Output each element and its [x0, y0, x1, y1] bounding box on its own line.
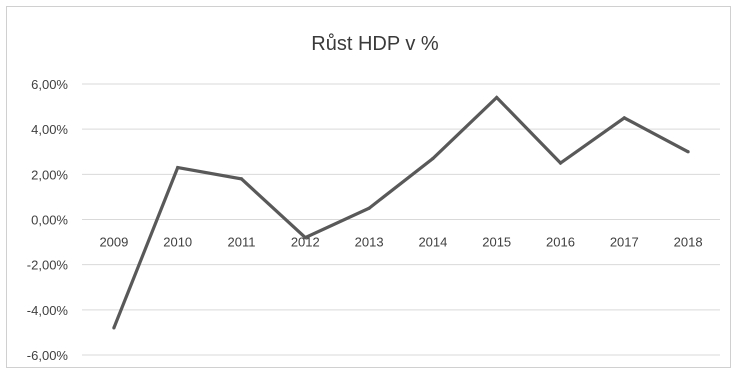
x-tick-label: 2015 [482, 235, 511, 250]
chart-area [6, 6, 731, 368]
y-axis-tick-labels: 6,00% 4,00% 2,00% 0,00% -2,00% -4,00% -6,00% [27, 77, 69, 363]
data-point [622, 116, 626, 120]
x-tick-label: 2014 [418, 235, 447, 250]
data-point [431, 156, 435, 161]
y-tick-label: 6,00% [31, 77, 68, 92]
y-tick-label: 0,00% [31, 213, 68, 228]
series-line-gdp-growth [112, 95, 689, 329]
y-tick-label: 4,00% [31, 122, 68, 137]
x-tick-label: 2018 [674, 235, 703, 250]
y-tick-label: -4,00% [27, 303, 69, 318]
data-point [303, 235, 307, 240]
data-point [495, 95, 499, 100]
x-tick-label: 2010 [163, 235, 192, 250]
gridlines [82, 83, 720, 356]
data-point [239, 177, 244, 181]
x-tick-label: 2017 [610, 235, 639, 250]
x-tick-label: 2013 [355, 235, 384, 250]
y-tick-label: -2,00% [27, 258, 69, 273]
data-points [112, 95, 690, 330]
x-tick-label: 2011 [228, 235, 256, 250]
x-axis-tick-labels: 2009 2010 2011 2012 2013 2014 2015 2016 2017 2018 [99, 235, 702, 250]
y-tick-label: 2,00% [31, 167, 68, 182]
chart-title: Růst HDP v % [311, 33, 439, 55]
x-tick-label: 2009 [99, 235, 128, 250]
data-point [176, 165, 180, 170]
y-tick-label: -6,00% [27, 348, 69, 363]
data-point [367, 206, 371, 210]
x-tick-label: 2012 [291, 235, 320, 250]
data-point [686, 150, 690, 154]
x-tick-label: 2016 [546, 235, 575, 250]
data-point [112, 326, 116, 330]
data-point [558, 161, 563, 165]
